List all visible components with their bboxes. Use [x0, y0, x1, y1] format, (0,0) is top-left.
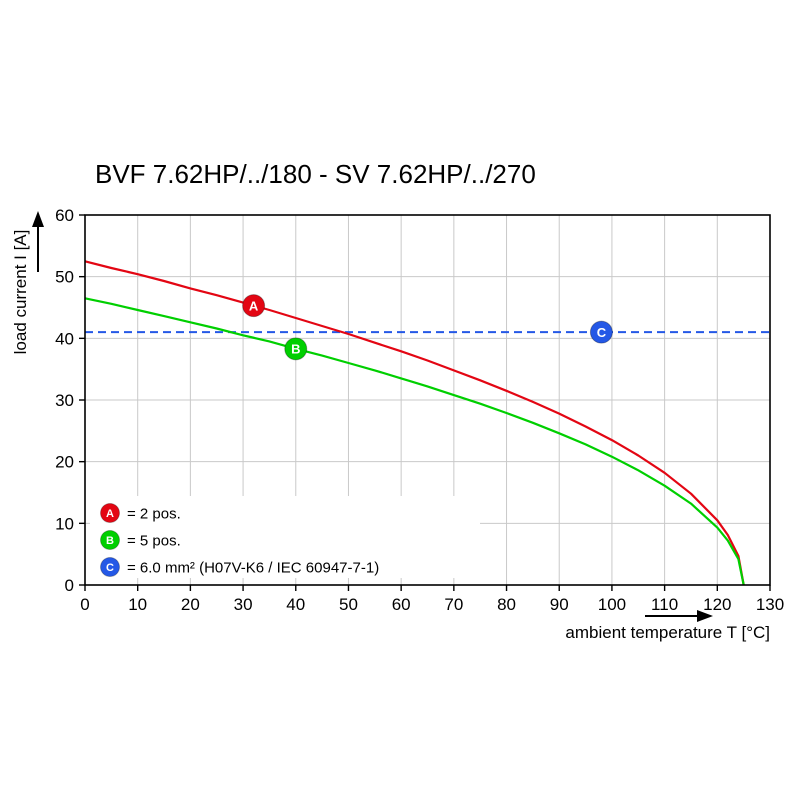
x-axis-tick-label: 130 [756, 595, 784, 614]
legend-symbol-A [100, 503, 120, 523]
y-axis-arrow-icon [32, 211, 44, 272]
axis-ticks-layer: 0 10 20 30 40 50 60 70 80 90 100 110 120 130 0 10 20 30 40… [55, 206, 784, 614]
chart-title: BVF 7.62HP/../180 - SV 7.62HP/../270 [95, 159, 536, 189]
legend-symbol-C [100, 557, 120, 577]
y-axis-tick-label: 20 [55, 453, 74, 472]
curves-layer [84, 260, 745, 586]
x-axis-arrow-icon [645, 610, 713, 622]
marker-letter-B: B [291, 341, 300, 356]
x-axis-tick-label: 10 [128, 595, 147, 614]
marker-C [589, 320, 613, 344]
legend-item-text-C: = 6.0 mm² (H07V-K6 / IEC 60947-7-1) [127, 559, 379, 576]
legend-symbol-B [100, 530, 120, 550]
legend-symbol-letter-C: C [106, 562, 114, 574]
chart-legend: A = 2 pos. B = 5 pos. C = 6.0 mm² (H07V-K6 / … [90, 496, 480, 578]
y-axis-tick-label: 30 [55, 391, 74, 410]
legend-item-text-A: = 2 pos. [127, 505, 181, 522]
marker-letter-A: A [249, 298, 259, 313]
marker-A [242, 294, 266, 318]
y-axis-tick-label: 40 [55, 329, 74, 348]
x-axis-tick-label: 50 [339, 595, 358, 614]
y-axis-tick-label: 10 [55, 514, 74, 533]
curve-series-B [84, 297, 745, 586]
x-axis-label: ambient temperature T [°C] [565, 623, 770, 642]
x-axis-tick-label: 80 [497, 595, 516, 614]
x-axis-tick-label: 100 [598, 595, 626, 614]
x-axis-tick-label: 30 [234, 595, 253, 614]
y-axis-tick-label: 0 [65, 576, 74, 595]
curve-series-A [84, 260, 745, 586]
x-axis-tick-label: 90 [550, 595, 569, 614]
y-axis-tick-label: 60 [55, 206, 74, 225]
curve-markers-layer: A B C [242, 294, 613, 361]
y-axis-tick-label: 50 [55, 268, 74, 287]
x-axis-tick-label: 40 [286, 595, 305, 614]
legend-background [90, 496, 480, 578]
x-axis-tick-label: 0 [80, 595, 89, 614]
legend-symbol-letter-A: A [106, 508, 114, 520]
legend-symbol-letter-B: B [106, 535, 114, 547]
x-axis-tick-label: 110 [651, 595, 678, 614]
x-axis-tick-label: 120 [703, 595, 731, 614]
y-axis-label: load current I [A] [11, 230, 30, 355]
x-axis-tick-label: 60 [392, 595, 411, 614]
x-axis-tick-label: 70 [444, 595, 463, 614]
marker-letter-C: C [597, 325, 607, 340]
legend-item-text-B: = 5 pos. [127, 532, 181, 549]
x-axis-tick-label: 20 [181, 595, 200, 614]
marker-B [284, 337, 308, 361]
